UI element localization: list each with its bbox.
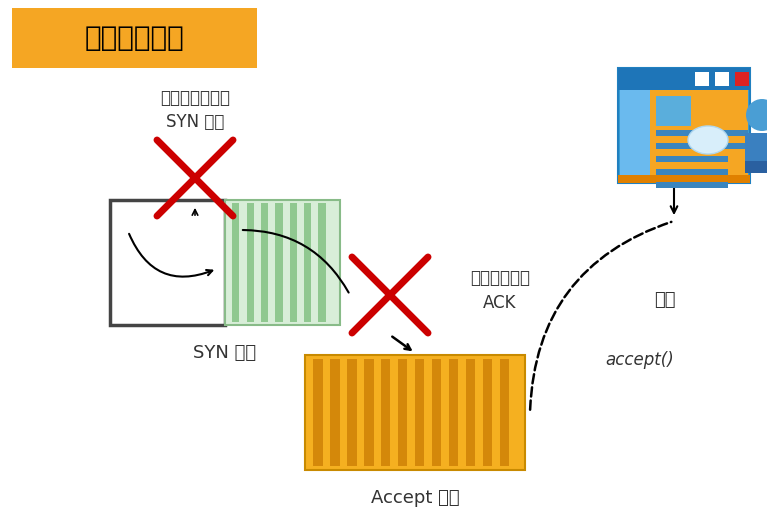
Bar: [656, 96, 691, 126]
Bar: [449, 359, 458, 466]
Bar: [715, 72, 729, 86]
Text: Accept 队列: Accept 队列: [370, 489, 459, 507]
Bar: [695, 72, 709, 86]
Bar: [232, 203, 239, 322]
Bar: [432, 359, 441, 466]
Bar: [318, 203, 326, 322]
Bar: [305, 355, 525, 470]
Bar: [618, 68, 750, 183]
Bar: [110, 200, 225, 325]
Bar: [618, 68, 750, 90]
Bar: [304, 203, 311, 322]
Bar: [246, 203, 254, 322]
Bar: [275, 203, 282, 322]
Text: 应用: 应用: [654, 291, 676, 309]
Bar: [225, 200, 340, 325]
Text: 应用程序过慢: 应用程序过慢: [84, 24, 184, 52]
Bar: [656, 156, 728, 162]
Bar: [398, 359, 407, 466]
Bar: [735, 72, 749, 86]
Bar: [656, 143, 748, 149]
Text: 接收客户端的
ACK: 接收客户端的 ACK: [470, 268, 530, 311]
Bar: [331, 359, 340, 466]
Bar: [347, 359, 357, 466]
Text: accept(): accept(): [606, 351, 674, 369]
Ellipse shape: [688, 126, 728, 154]
Bar: [415, 359, 424, 466]
Text: 接收到客户端的
SYN 报文: 接收到客户端的 SYN 报文: [160, 89, 230, 131]
Bar: [381, 359, 390, 466]
Bar: [314, 359, 323, 466]
Bar: [745, 133, 767, 163]
Bar: [620, 90, 650, 181]
Bar: [656, 130, 748, 136]
Bar: [364, 359, 374, 466]
Circle shape: [746, 99, 767, 131]
Bar: [261, 203, 268, 322]
Bar: [656, 169, 728, 175]
Bar: [290, 203, 297, 322]
Bar: [12, 8, 257, 68]
Bar: [650, 90, 748, 181]
Bar: [499, 359, 509, 466]
Bar: [745, 161, 767, 173]
Bar: [466, 359, 475, 466]
Bar: [618, 175, 750, 183]
Text: SYN 队列: SYN 队列: [193, 344, 257, 362]
Bar: [656, 182, 728, 188]
Bar: [482, 359, 492, 466]
